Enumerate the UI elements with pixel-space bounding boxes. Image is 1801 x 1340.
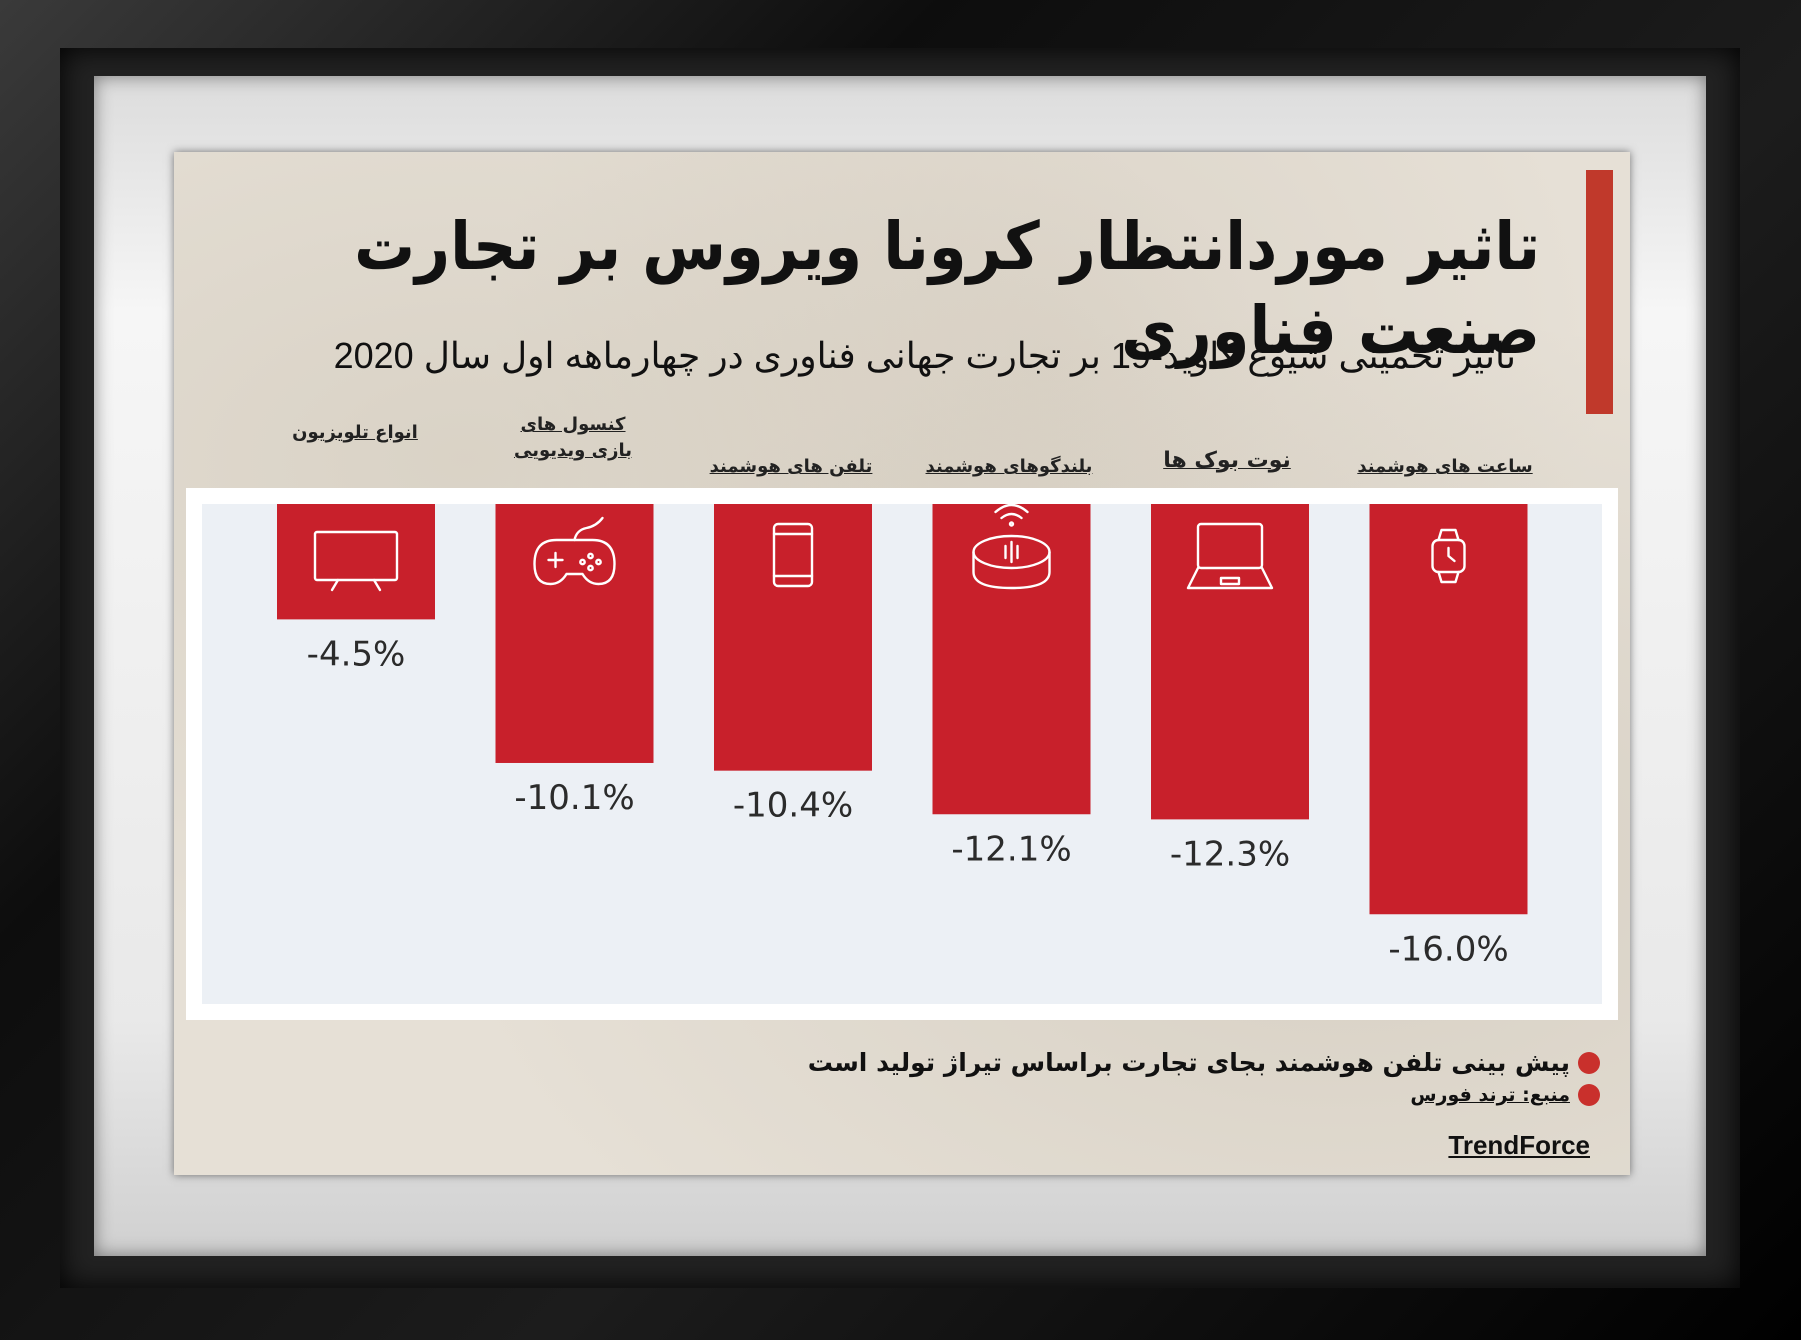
footnote-source: منبع: ترند فورس — [620, 1084, 1600, 1120]
value-label: -10.4% — [733, 786, 853, 826]
bar-smartphone — [714, 504, 872, 771]
value-label: -16.0% — [1388, 929, 1508, 969]
category-label-smart-speaker: بلندگوهای هوشمند — [925, 456, 1093, 477]
bar-gamepad — [495, 504, 654, 763]
chart-title: تاثیر موردانتظار کرونا ویروس بر تجارت صن… — [354, 208, 1541, 369]
bullet-icon — [1578, 1051, 1600, 1074]
source-name: TrendForce — [1448, 1130, 1590, 1160]
laptop-icon — [1186, 522, 1274, 590]
category-label-smartphone: تلفن های هوشمند — [709, 456, 873, 477]
smartphone-icon — [772, 522, 814, 588]
footnote-forecast: پیش بینی تلفن هوشمند بجای تجارت براساس ت… — [620, 1048, 1600, 1084]
value-label: -4.5% — [307, 634, 406, 674]
chart-panel: -4.5% -10.1% -10.4% -12.1% -12.3% -16.0% — [186, 488, 1618, 1020]
value-label: -12.1% — [951, 829, 1071, 869]
bar-laptop — [1151, 504, 1309, 820]
value-label: -10.1% — [514, 778, 634, 818]
tv-icon — [313, 530, 399, 592]
value-label: -12.3% — [1170, 834, 1290, 874]
category-label-game-console: کنسول های بازی ویدیویی — [513, 414, 632, 461]
smart-speaker-icon — [972, 504, 1051, 590]
plot-area: -4.5% -10.1% -10.4% -12.1% -12.3% -16.0% — [202, 504, 1602, 1004]
category-label-tv: انواع تلویزیون — [292, 422, 418, 443]
category-label-smartwatch: ساعت های هوشمند — [1357, 456, 1533, 477]
bullet-icon — [1578, 1084, 1600, 1106]
bar-smartwatch — [1369, 504, 1528, 915]
title-accent-bar — [1586, 170, 1613, 414]
category-label-notebook: نوت بوک ها — [1163, 448, 1291, 473]
bar-chart: -4.5% -10.1% -10.4% -12.1% -12.3% -16.0% — [277, 504, 1528, 969]
bar-tv — [277, 504, 435, 620]
smartwatch-icon — [1431, 528, 1466, 584]
chart-subtitle: تاثیر تخمینی شیوع کاوید-19 بر تجارت جهان… — [333, 335, 1516, 376]
footnotes: پیش بینی تلفن هوشمند بجای تجارت براساس ت… — [620, 1048, 1600, 1120]
gamepad-icon — [533, 516, 616, 586]
